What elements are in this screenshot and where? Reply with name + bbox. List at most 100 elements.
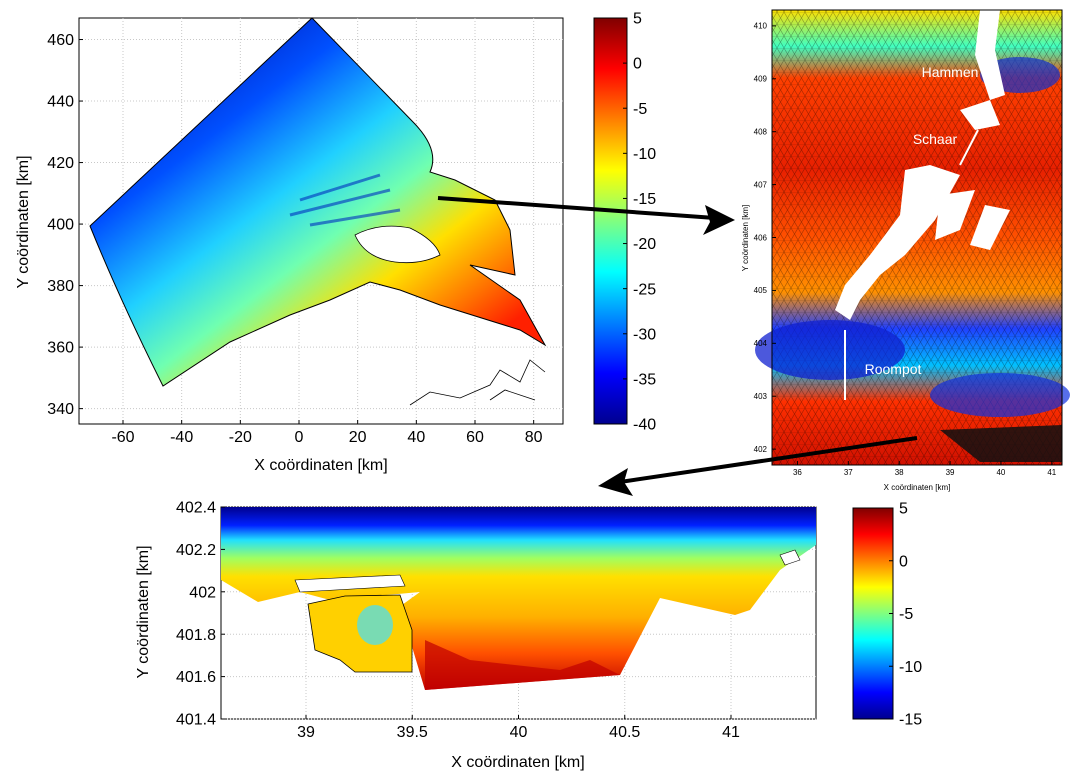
y-tick-label: 440 [47,94,74,111]
colorbar-tick-label: -30 [633,326,656,343]
x-tick-label: 40 [996,468,1005,477]
y-tick-label: 410 [754,22,768,31]
y-tick-label: 401.8 [176,627,216,644]
panel1-y-axis-label: Y coördinaten [km] [15,155,32,288]
zoom-arrows [437,196,918,496]
panel2-land-north [960,10,1005,130]
y-tick-label: 403 [754,392,768,401]
colorbar-tick-label: 0 [899,553,908,570]
panel2-harbour-land [935,190,1010,250]
x-tick-label: 80 [525,429,543,446]
y-tick-label: 360 [47,340,74,357]
roompot-deep-blue [755,320,905,380]
x-tick-label: 41 [1047,468,1056,477]
shallow-red-zone [425,640,620,690]
panel1-colorbar-tick-labels: 5 0 -5 -10 -15 -20 -25 -30 -35 -40 [623,11,656,434]
y-tick-label: 402 [754,445,768,454]
x-tick-label: 20 [349,429,367,446]
model-domain-overview [89,17,547,387]
colorbar-tick-label: 5 [633,11,642,28]
panel3-colorbar-tick-labels: 5 0 -5 -10 -15 [889,501,922,729]
y-tick-label: 405 [754,286,768,295]
schaar-barrier-line [959,129,979,166]
y-tick-label: 401.6 [176,669,216,686]
panel1-x-tick-labels: -60 -40 -20 0 20 40 60 80 [111,420,543,446]
colorbar-tick-label: 0 [633,56,642,73]
colorbar-tick-label: -35 [633,371,656,388]
x-tick-label: 40 [407,429,425,446]
y-tick-label: 402 [189,584,216,601]
y-tick-label: 408 [754,127,768,136]
x-tick-label: 37 [844,468,853,477]
panel3-x-tick-labels: 39 39.5 40 40.5 41 [297,715,740,741]
x-tick-label: 39.5 [397,724,428,741]
panel2-y-axis-label: Y coördinaten [km] [741,205,750,272]
panel2-dam-land [835,165,960,320]
panel1-x-axis-label: X coördinaten [km] [254,457,387,474]
colorbar-tick-label: 5 [899,501,908,518]
dense-mesh-area [940,425,1062,462]
y-tick-label: 380 [47,278,74,295]
colorbar-tick-label: -10 [633,146,656,163]
y-tick-label: 409 [754,75,768,84]
y-tick-label: 402.2 [176,542,216,559]
panel3-y-tick-labels: 402.4 402.2 402 401.8 401.6 401.4 [176,500,225,729]
colorbar-tick-label: -10 [899,659,922,676]
panel2-y-tick-labels: 402 403 404 405 406 407 408 409 410 [754,22,776,454]
colorbar-tick-label: -5 [633,101,647,118]
panel-zoom-mesh: Hammen Schaar Roompot 36 37 38 39 40 41 40240… [741,9,1070,492]
river-lines [409,359,546,406]
x-tick-label: 60 [466,429,484,446]
land-island-overview [354,225,441,264]
x-tick-label: -40 [170,429,193,446]
x-tick-label: -60 [111,429,134,446]
panel1-colorbar [593,17,628,425]
detail-depth-field [221,507,816,690]
colorbar-tick-label: -15 [633,191,656,208]
y-tick-label: 404 [754,339,768,348]
panel2-x-tick-labels: 36 37 38 39 40 41 [793,461,1057,477]
east-deep-blue [930,373,1070,417]
x-tick-label: 39 [946,468,955,477]
colorbar-tick-label: -5 [899,606,913,623]
x-tick-label: 40 [510,724,528,741]
annotation-roompot: Roompot [865,361,922,377]
panel1-y-tick-labels: 340 360 380 400 420 440 460 [47,32,83,418]
y-tick-label: 460 [47,32,74,49]
annotation-hammen: Hammen [922,64,979,80]
annotation-schaar: Schaar [913,131,958,147]
x-tick-label: 41 [722,724,740,741]
y-tick-label: 401.4 [176,712,216,729]
y-tick-label: 400 [47,217,74,234]
arrow-to-detail [619,436,918,484]
x-tick-label: 40.5 [609,724,640,741]
panel-overview: -60 -40 -20 0 20 40 60 80 340 360 380 400 420 440 460… [15,11,656,474]
small-pier [779,549,801,566]
breakwater [294,574,406,593]
panel3-x-axis-label: X coördinaten [km] [451,754,584,771]
x-tick-label: 38 [895,468,904,477]
colorbar-tick-label: -15 [899,712,922,729]
colorbar-tick-label: -25 [633,281,656,298]
y-tick-label: 340 [47,401,74,418]
y-tick-label: 420 [47,155,74,172]
x-tick-label: 36 [793,468,802,477]
arrowhead-detail [598,468,633,496]
panel-detail: 39 39.5 40 40.5 41 402.4402.2402401.8401.640… [135,500,922,771]
y-tick-label: 407 [754,180,768,189]
colorbar-tick-label: -20 [633,236,656,253]
panel2-x-axis-label: X coördinaten [km] [884,483,951,492]
y-tick-label: 406 [754,233,768,242]
basin-scour-hole [357,605,393,645]
channel-streaks [289,173,401,227]
colorbar-tick-label: -40 [633,417,656,434]
panel3-y-axis-label: Y coördinaten [km] [135,545,152,678]
x-tick-label: 39 [297,724,315,741]
x-tick-label: 0 [295,429,304,446]
x-tick-label: -20 [229,429,252,446]
panel3-colorbar [852,507,894,720]
arrow-to-zoom [437,196,716,220]
y-tick-label: 402.4 [176,500,216,517]
arrowhead-zoom [703,205,735,235]
